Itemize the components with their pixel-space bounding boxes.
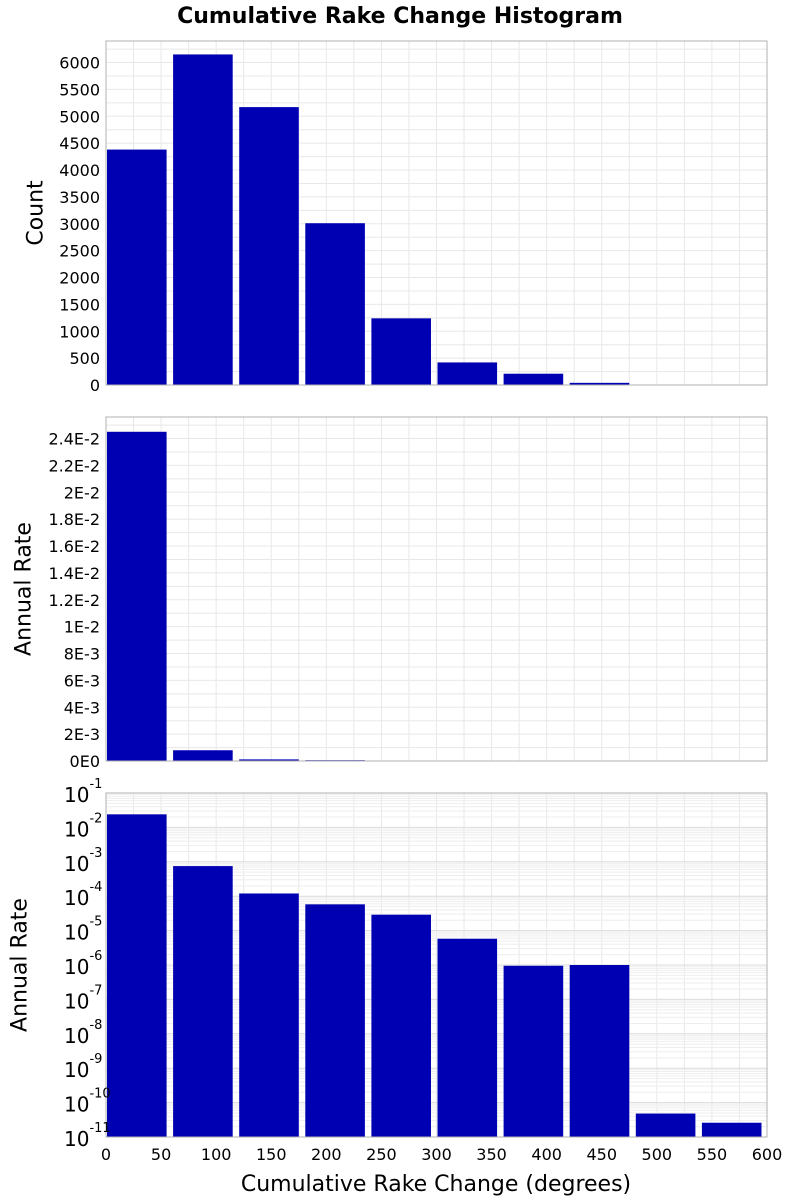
x-tick-label: 200 [311, 1145, 342, 1164]
histogram-bar [371, 318, 431, 385]
y-tick-label: 2500 [59, 242, 100, 261]
y-tick-label: 8E-3 [64, 645, 100, 664]
y-tick-label: 10-10 [64, 1087, 111, 1117]
y-tick-label: 10-2 [64, 811, 102, 841]
count-panel: 0 500 1000 1500 2000 2500 3000 3500 4000 4500 5000… [24, 41, 768, 395]
y-tick-label: 4500 [59, 134, 100, 153]
y-tick-label: 10-4 [64, 880, 102, 910]
histogram-bar [173, 54, 233, 385]
y-tick-label: 2000 [59, 269, 100, 288]
x-tick-label: 250 [366, 1145, 397, 1164]
y-tick-label: 3000 [59, 215, 100, 234]
y-tick-label: 1500 [59, 295, 100, 314]
y-tick-label: 1.8E-2 [48, 510, 100, 529]
histogram-bar [636, 1114, 696, 1137]
y-tick-label: 2E-3 [64, 725, 100, 744]
histogram-bar [239, 893, 299, 1137]
y-tick-label: 4E-3 [64, 698, 100, 717]
y-axis-label: Count [24, 180, 49, 246]
y-tick-label: 1.4E-2 [48, 564, 100, 583]
histogram-bar [371, 915, 431, 1137]
histogram-bar [107, 432, 167, 761]
x-tick-label: 550 [697, 1145, 728, 1164]
chart-title: Cumulative Rake Change Histogram [177, 4, 623, 29]
x-tick-label: 150 [256, 1145, 287, 1164]
y-tick-label: 0E0 [70, 752, 100, 771]
histogram-bar [305, 223, 365, 385]
x-tick-label: 450 [586, 1145, 617, 1164]
y-tick-label: 2E-2 [64, 483, 100, 502]
y-tick-label: 10-7 [64, 983, 102, 1013]
histogram-bar [173, 750, 233, 761]
y-tick-label: 2.4E-2 [48, 430, 100, 449]
x-tick-label: 350 [476, 1145, 507, 1164]
y-tick-label: 1.6E-2 [48, 537, 100, 556]
y-axis-label: Annual Rate [8, 898, 33, 1032]
x-tick-label: 50 [151, 1145, 171, 1164]
x-tick-label: 600 [752, 1145, 783, 1164]
y-tick-label: 10-3 [64, 846, 102, 876]
y-tick-label: 10-5 [64, 915, 102, 945]
x-tick-label: 400 [531, 1145, 562, 1164]
y-tick-label: 6000 [59, 54, 100, 73]
y-tick-label: 1E-2 [64, 618, 100, 637]
y-tick-label: 0 [90, 376, 100, 395]
y-tick-label: 2.2E-2 [48, 456, 100, 475]
histogram-bar [305, 904, 365, 1137]
histogram-bar [239, 107, 299, 385]
x-axis-label: Cumulative Rake Change (degrees) [241, 1172, 631, 1197]
x-tick-label: 500 [642, 1145, 673, 1164]
x-tick-label: 100 [201, 1145, 232, 1164]
y-tick-label: 1000 [59, 322, 100, 341]
y-tick-label: 5000 [59, 107, 100, 126]
histogram-bar [438, 362, 498, 385]
histogram-bar [702, 1123, 762, 1137]
y-tick-label: 4000 [59, 161, 100, 180]
histogram-bar [570, 965, 630, 1137]
histogram-bar [504, 966, 564, 1137]
histogram-bar [107, 150, 167, 385]
y-axis-label: Annual Rate [12, 522, 37, 656]
rate-log-panel: 10-1110-1010-910-810-710-610-510-410-310… [8, 777, 783, 1164]
y-tick-label: 10-1 [64, 777, 102, 807]
histogram-bar [173, 866, 233, 1137]
y-tick-label: 10-9 [64, 1052, 102, 1082]
y-tick-label: 5500 [59, 80, 100, 99]
histogram-bar [438, 939, 498, 1137]
y-tick-label: 500 [69, 349, 100, 368]
y-tick-label: 3500 [59, 188, 100, 207]
y-tick-label: 10-8 [64, 1018, 102, 1048]
histogram-bar [107, 814, 167, 1137]
y-tick-label: 6E-3 [64, 671, 100, 690]
y-tick-label: 1.2E-2 [48, 591, 100, 610]
rate-linear-panel: 0E0 2E-3 4E-3 6E-3 8E-3 1E-2 1.2E-2 1.4E-2 1.6E-… [12, 417, 768, 771]
x-tick-label: 0 [101, 1145, 111, 1164]
y-tick-label: 10-6 [64, 949, 102, 979]
x-tick-label: 300 [421, 1145, 452, 1164]
histogram-bar [504, 374, 564, 385]
